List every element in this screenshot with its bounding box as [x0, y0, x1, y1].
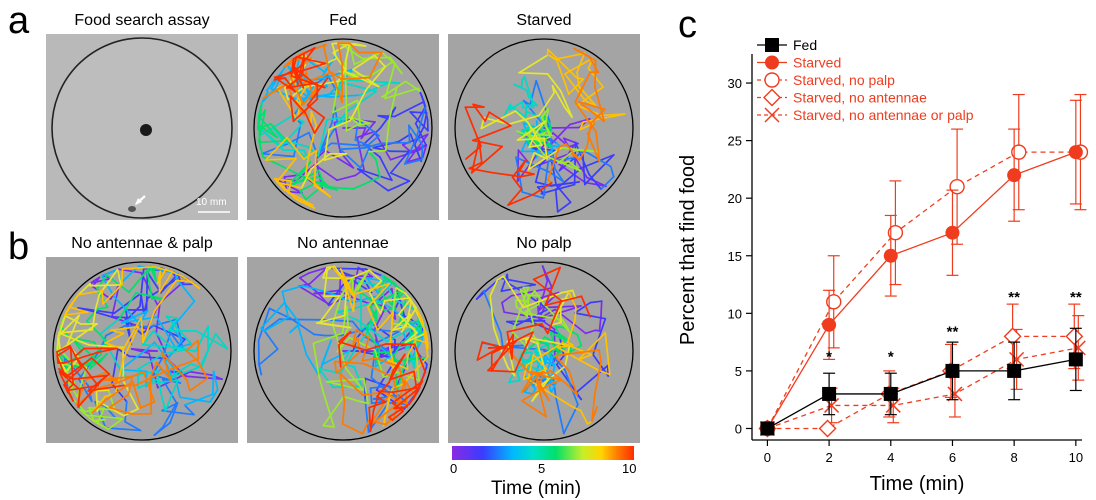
data-point: [945, 225, 960, 240]
food-spot: [140, 124, 152, 136]
scale-bar-label: 10 mm: [196, 197, 227, 208]
x-tick-label: 8: [1011, 450, 1018, 465]
data-point: [945, 363, 960, 378]
data-point: [883, 386, 898, 401]
x-tick-label: 2: [825, 450, 832, 465]
trajectory-no-antennae-palp: [52, 261, 232, 441]
data-point: [1011, 144, 1027, 160]
tile-title-no-antennae: No antennae: [297, 235, 389, 252]
tile-no-antennae-palp: [46, 257, 238, 443]
data-point: [818, 419, 837, 438]
series-fed: [760, 327, 1083, 436]
x-tick-label: 4: [887, 450, 894, 465]
x-tick-label: 6: [949, 450, 956, 465]
trajectory-no-antennae: [253, 261, 433, 441]
data-point: [822, 317, 837, 332]
y-axis-label: Percent that find food: [677, 155, 699, 345]
data-point: [1003, 327, 1022, 346]
data-point: [883, 248, 898, 263]
trajectory-fed: [253, 38, 433, 218]
data-point: [764, 107, 780, 123]
food-finding-chart: 0 5 10 15 20 25 30 0 2 4 6 8 10 Time (min) Percent tha…: [677, 37, 1089, 495]
tile-fed: [247, 34, 439, 220]
tile-title-no-palp: No palp: [516, 235, 572, 252]
series-starved-no-antennae: [758, 303, 1084, 438]
tile-title-fed: Fed: [329, 12, 357, 29]
legend-label: Fed: [793, 37, 817, 53]
y-tick-label: 10: [728, 306, 742, 321]
tile-title-starved: Starved: [516, 12, 572, 29]
trajectory-starved: [454, 38, 634, 218]
data-point: [1068, 145, 1083, 160]
significance-label: **: [1070, 289, 1082, 306]
data-point: [885, 397, 901, 413]
time-colorbar: [452, 446, 634, 460]
series-line: [767, 358, 1076, 430]
data-point: [826, 294, 842, 310]
data-point: [824, 397, 840, 413]
series-starved-no-palp: [759, 93, 1089, 437]
y-tick-label: 30: [728, 76, 742, 91]
data-point: [887, 225, 904, 241]
data-point: [947, 386, 963, 402]
tile-starved: [448, 34, 640, 220]
legend-label: Starved: [793, 55, 841, 71]
series-starved-no-antennae-or-palp: [759, 315, 1086, 437]
series-line: [766, 151, 1081, 429]
colorbar-label: Time (min): [491, 478, 582, 499]
tile-no-antennae: [247, 257, 439, 443]
significance-label: **: [1008, 289, 1020, 306]
y-tick-label: 25: [728, 134, 742, 149]
data-point: [1007, 363, 1022, 378]
data-point: [763, 88, 781, 107]
series-line: [766, 151, 1077, 429]
series-starved: [760, 99, 1083, 436]
y-tick-label: 20: [728, 191, 742, 206]
significance-label: **: [947, 323, 959, 340]
y-tick-label: 15: [728, 249, 742, 264]
data-point: [764, 72, 780, 88]
data-point: [765, 38, 779, 52]
y-tick-label: 5: [735, 364, 742, 379]
x-tick-label: 0: [764, 450, 771, 465]
data-point: [1065, 327, 1084, 346]
data-point: [1068, 352, 1083, 367]
significance-label: *: [826, 349, 832, 366]
panel-letter-b: b: [8, 226, 30, 268]
significance-label: *: [888, 349, 894, 366]
panel-letter-a: a: [8, 0, 30, 42]
tile-no-palp: [448, 257, 640, 443]
colorbar-tick-0: 0: [450, 461, 458, 476]
data-point: [822, 386, 837, 401]
tile-title-no-antennae-palp: No antennae & palp: [71, 235, 213, 252]
legend-label: Starved, no antennae or palp: [793, 107, 974, 123]
data-point: [765, 55, 779, 70]
series-line: [767, 347, 1079, 430]
colorbar-tick-5: 5: [538, 461, 546, 476]
data-point: [1007, 168, 1022, 183]
x-axis-label: Time (min): [870, 473, 965, 495]
legend-label: Starved, no antennae: [793, 90, 927, 106]
assay-image: 10 mm: [46, 34, 238, 220]
panel-letter-c: c: [678, 4, 697, 46]
data-point: [760, 421, 775, 436]
trajectory-no-palp: [454, 261, 634, 441]
x-tick-label: 10: [1069, 450, 1083, 465]
legend-label: Starved, no palp: [793, 72, 895, 88]
tile-title-food-search-assay: Food search assay: [74, 12, 210, 29]
colorbar-tick-10: 10: [622, 461, 637, 476]
y-tick-label: 0: [735, 421, 742, 436]
